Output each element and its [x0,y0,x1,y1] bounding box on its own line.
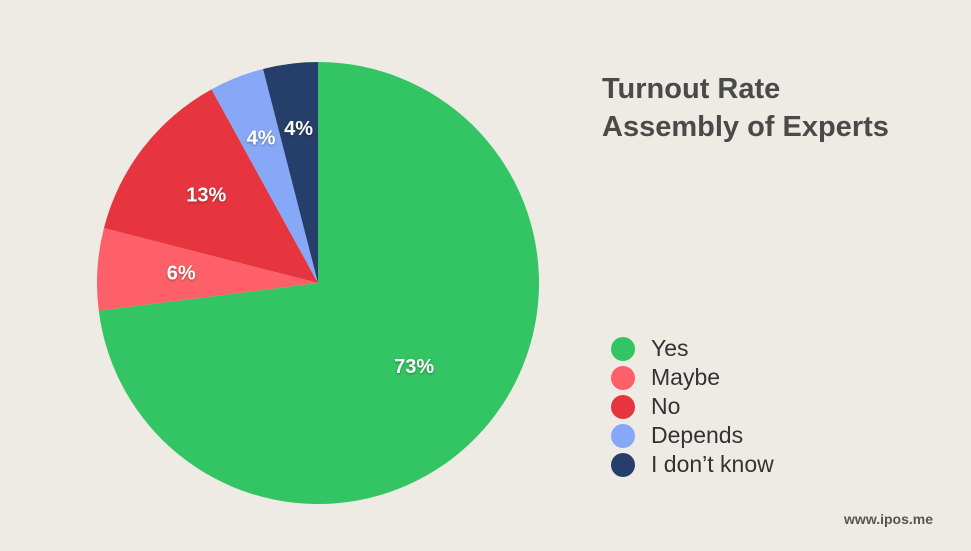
legend-label-dont-know: I don’t know [651,451,774,477]
legend-item-no: No [611,392,774,421]
legend-label-depends: Depends [651,422,744,448]
pie-slice-dont-know [263,62,318,283]
slice-value-label-dont-know: 4% [284,118,313,140]
legend-item-dont-know: I don’t know [611,450,774,479]
chart-subtitle-line: Assembly of Experts [602,111,889,143]
pie-value-labels: 73% 6% 13% 4% 4% [167,118,435,378]
legend-label-yes: Yes [651,335,689,361]
slice-value-label-yes: 73% [394,356,434,378]
source-link[interactable]: www.ipos.me [844,511,933,527]
legend-swatch-no [611,394,635,419]
slice-value-label-no: 13% [186,185,226,207]
legend: Yes Maybe No Depends I don’t know [611,334,774,479]
pie-slice-yes [98,62,540,504]
legend-label-no: No [651,393,681,419]
legend-swatch-maybe [611,365,635,390]
legend-swatch-yes [611,336,635,361]
legend-swatch-dont-know [611,452,635,477]
legend-item-yes: Yes [611,334,774,363]
chart-title: Turnout Rate Assembly of Experts [602,70,889,146]
pie-slice-no [103,89,319,283]
pie-slice-maybe [97,228,318,311]
legend-swatch-depends [611,423,635,448]
pie-slice-depends [211,68,318,284]
slice-value-label-depends: 4% [247,127,276,149]
legend-label-maybe: Maybe [651,364,721,390]
slice-value-label-maybe: 6% [167,263,196,285]
pie-slices [97,62,540,504]
legend-item-depends: Depends [611,421,774,450]
pie-chart: 73% 6% 13% 4% 4% [97,62,540,504]
chart-title-line: Turnout Rate [602,73,781,105]
legend-item-maybe: Maybe [611,363,774,392]
